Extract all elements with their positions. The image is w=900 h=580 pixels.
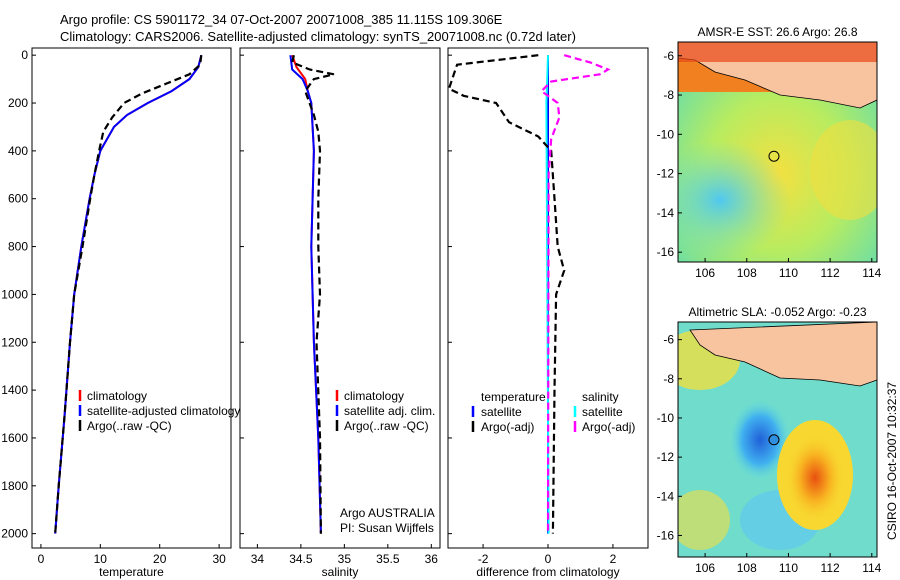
series-line-2 xyxy=(290,54,335,534)
title-line2: Climatology: CARS2006. Satellite-adjuste… xyxy=(60,29,576,44)
legend-entry: satellite xyxy=(582,405,623,419)
y-tick-label: -14 xyxy=(657,489,675,503)
legend-entry: climatology xyxy=(87,389,147,403)
y-tick-label: -16 xyxy=(657,245,675,259)
x-tick-label: 106 xyxy=(695,266,715,280)
x-tick-label: 112 xyxy=(821,266,840,280)
y-tick-label: -12 xyxy=(657,167,675,181)
y-tick-label: 1800 xyxy=(1,479,28,493)
y-tick-label: -12 xyxy=(657,450,675,464)
y-tick-label: -14 xyxy=(657,206,675,220)
y-tick-label: 600 xyxy=(8,192,28,206)
sla-map-image xyxy=(678,322,877,557)
panel-4: Altimetric SLA: -0.052 Argo: -0.23 106 108… xyxy=(657,305,882,575)
y-tick-label: 2000 xyxy=(1,527,28,541)
y-tick-label: 800 xyxy=(8,240,28,254)
series-line-3 xyxy=(539,54,611,534)
map-title: Altimetric SLA: -0.052 Argo: -0.23 xyxy=(688,305,866,319)
annotation-text: PI: Susan Wijffels xyxy=(340,521,434,535)
x-axis-label: difference from climatology xyxy=(476,565,619,579)
series-line-1 xyxy=(289,55,322,534)
x-tick-label: 34.5 xyxy=(289,552,313,566)
x-tick-label: 30 xyxy=(212,552,226,566)
x-axis-label: temperature xyxy=(99,565,164,579)
y-tick-label: 0 xyxy=(21,48,28,62)
y-tick-label: 1200 xyxy=(1,335,28,349)
legend-entry: Argo(-adj) xyxy=(481,420,534,434)
y-tick-label: 1600 xyxy=(1,431,28,445)
axes-box xyxy=(31,47,232,549)
x-tick-label: 35.5 xyxy=(376,552,400,566)
x-tick-label: 35 xyxy=(338,552,352,566)
series-line-1 xyxy=(54,54,203,534)
panel-0: 0 10 20 30 0 200 400 600 800 1000 1200 1400 1600 1800… xyxy=(1,47,240,579)
argo-location-marker xyxy=(768,150,780,162)
legend-entry: Argo(-adj) xyxy=(582,420,635,434)
panel-3: AMSR-E SST: 26.6 Argo: 26.8 106 108 110 112 1… xyxy=(657,25,882,280)
annotation-text: Argo AUSTRALIA xyxy=(340,506,435,520)
x-tick-label: 112 xyxy=(821,561,840,575)
x-tick-label: 2 xyxy=(610,552,617,566)
x-tick-label: 110 xyxy=(779,561,798,575)
series-line-2 xyxy=(447,54,566,534)
x-tick-label: 106 xyxy=(695,561,715,575)
legend-entry: salinity xyxy=(582,390,619,404)
x-tick-label: 0 xyxy=(545,552,552,566)
legend-entry: Argo(..raw -QC) xyxy=(344,419,429,433)
x-tick-label: 114 xyxy=(862,561,881,575)
y-tick-label: 400 xyxy=(8,144,28,158)
map-title: AMSR-E SST: 26.6 Argo: 26.8 xyxy=(697,25,857,39)
side-stamp: CSIRO 16-Oct-2007 10:32:37 xyxy=(885,382,899,540)
panel-1: 34 34.5 35 35.5 36 salinity climatologysatelli… xyxy=(239,47,441,579)
legend-entry: Argo(..raw -QC) xyxy=(87,419,172,433)
title-line1: Argo profile: CS 5901172_34 07-Oct-2007 … xyxy=(60,12,503,27)
x-tick-label: 108 xyxy=(737,266,757,280)
y-tick-label: 200 xyxy=(8,96,28,110)
series-line-0 xyxy=(54,54,203,534)
legend-entry: satellite xyxy=(481,405,522,419)
series-line-2 xyxy=(54,55,203,534)
legend-entry: climatology xyxy=(344,389,404,403)
y-tick-label: 1000 xyxy=(1,287,28,301)
y-tick-label: -8 xyxy=(663,372,674,386)
y-tick-label: -6 xyxy=(663,49,674,63)
x-tick-label: -2 xyxy=(478,552,489,566)
axes-box xyxy=(677,41,878,263)
y-tick-label: -16 xyxy=(657,528,675,542)
x-tick-label: 20 xyxy=(153,552,167,566)
y-tick-label: 1400 xyxy=(1,383,28,397)
x-tick-label: 34 xyxy=(251,552,265,566)
axes-box xyxy=(677,321,878,558)
legend-entry: temperature xyxy=(481,390,546,404)
sst-map-image xyxy=(678,42,877,262)
x-tick-label: 0 xyxy=(38,552,45,566)
y-tick-label: -10 xyxy=(657,411,675,425)
x-axis-label: salinity xyxy=(322,565,359,579)
x-tick-label: 114 xyxy=(862,266,881,280)
argo-location-marker xyxy=(768,434,780,446)
x-tick-label: 10 xyxy=(94,552,108,566)
x-tick-label: 36 xyxy=(425,552,439,566)
legend-entry: satellite-adjusted climatology xyxy=(87,404,240,418)
x-tick-label: 110 xyxy=(779,266,798,280)
y-tick-label: -6 xyxy=(663,333,674,347)
y-tick-label: -8 xyxy=(663,88,674,102)
x-tick-label: 108 xyxy=(737,561,757,575)
series-line-1 xyxy=(545,55,550,534)
y-tick-label: -10 xyxy=(657,127,675,141)
axes-box xyxy=(239,47,441,549)
legend-entry: satellite adj. clim. xyxy=(344,404,435,418)
